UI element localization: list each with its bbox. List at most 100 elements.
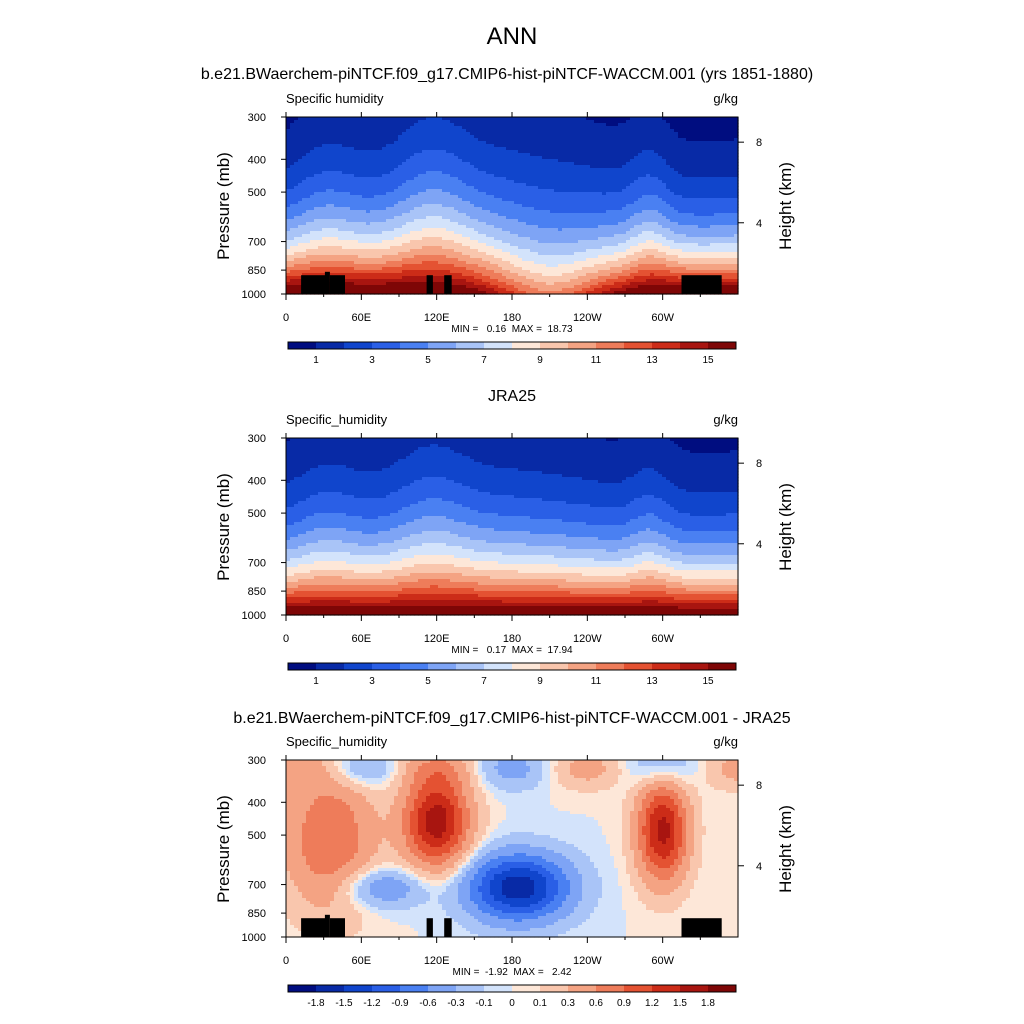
contour-cell xyxy=(458,174,463,178)
contour-cell xyxy=(566,156,571,160)
contour-cell xyxy=(458,171,463,175)
contour-cell xyxy=(358,120,363,124)
contour-cell xyxy=(374,135,379,139)
contour-cell xyxy=(518,147,523,151)
contour-cell xyxy=(418,156,423,160)
contour-cell xyxy=(586,174,591,178)
contour-cell xyxy=(622,129,627,133)
contour-cell xyxy=(566,117,571,121)
contour-cell xyxy=(614,138,619,142)
contour-cell xyxy=(718,129,723,133)
contour-cell xyxy=(382,153,387,157)
contour-cell xyxy=(450,165,455,169)
contour-cell xyxy=(542,159,547,163)
contour-cell xyxy=(682,171,687,175)
contour-cell xyxy=(350,135,355,139)
contour-cell xyxy=(410,123,415,127)
contour-cell xyxy=(562,147,567,151)
contour-cell xyxy=(646,120,651,124)
contour-cell xyxy=(298,150,303,154)
contour-cell xyxy=(494,144,499,148)
contour-cell xyxy=(350,144,355,148)
contour-cell xyxy=(294,168,299,172)
contour-cell xyxy=(502,144,507,148)
contour-cell xyxy=(634,123,639,127)
contour-cell xyxy=(422,159,427,163)
contour-cell xyxy=(598,147,603,151)
contour-cell xyxy=(302,135,307,139)
contour-cell xyxy=(330,171,335,175)
panel-title: b.e21.BWaerchem-piNTCF.f09_g17.CMIP6-his… xyxy=(201,66,813,83)
contour-cell xyxy=(330,159,335,163)
contour-cell xyxy=(322,117,327,121)
contour-cell xyxy=(586,165,591,169)
contour-cell xyxy=(510,162,515,166)
contour-cell xyxy=(458,135,463,139)
contour-cell xyxy=(450,129,455,133)
contour-cell xyxy=(310,144,315,148)
contour-cell xyxy=(342,159,347,163)
contour-cell xyxy=(550,171,555,175)
contour-cell xyxy=(318,138,323,142)
contour-cell xyxy=(330,132,335,136)
contour-cell xyxy=(462,138,467,142)
contour-cell xyxy=(370,144,375,148)
contour-cell xyxy=(366,123,371,127)
contour-cell xyxy=(602,141,607,145)
contour-cell xyxy=(414,162,419,166)
contour-cell xyxy=(426,153,431,157)
contour-cell xyxy=(610,165,615,169)
contour-cell xyxy=(682,126,687,130)
contour-cell xyxy=(610,153,615,157)
contour-cell xyxy=(714,120,719,124)
contour-cell xyxy=(662,135,667,139)
contour-cell xyxy=(446,126,451,130)
contour-cell xyxy=(338,117,343,121)
contour-cell xyxy=(550,120,555,124)
contour-cell xyxy=(678,165,683,169)
contour-cell xyxy=(366,126,371,130)
contour-cell xyxy=(346,150,351,154)
contour-cell xyxy=(510,132,515,136)
contour-cell xyxy=(714,165,719,169)
contour-cell xyxy=(654,144,659,148)
contour-cell xyxy=(378,120,383,124)
contour-cell xyxy=(418,120,423,124)
contour-cell xyxy=(322,153,327,157)
contour-cell xyxy=(402,123,407,127)
contour-cell xyxy=(330,153,335,157)
contour-cell xyxy=(482,156,487,160)
contour-cell xyxy=(478,129,483,133)
contour-cell xyxy=(522,165,527,169)
contour-cell xyxy=(438,150,443,154)
contour-cell xyxy=(422,141,427,145)
contour-cell xyxy=(614,144,619,148)
contour-cell xyxy=(702,138,707,142)
contour-cell xyxy=(650,159,655,163)
contour-cell xyxy=(418,141,423,145)
contour-cell xyxy=(726,126,731,130)
contour-cell xyxy=(598,162,603,166)
contour-cell xyxy=(430,153,435,157)
contour-cell xyxy=(646,144,651,148)
contour-cell xyxy=(338,168,343,172)
contour-cell xyxy=(502,153,507,157)
contour-cell xyxy=(286,171,291,175)
contour-cell xyxy=(446,138,451,142)
contour-cell xyxy=(542,165,547,169)
contour-cell xyxy=(510,174,515,178)
contour-cell xyxy=(454,138,459,142)
contour-cell xyxy=(674,144,679,148)
contour-cell xyxy=(294,141,299,145)
contour-cell xyxy=(702,129,707,133)
contour-cell xyxy=(722,129,727,133)
contour-cell xyxy=(530,174,535,178)
contour-cell xyxy=(662,171,667,175)
contour-cell xyxy=(482,159,487,163)
contour-cell xyxy=(558,144,563,148)
contour-cell xyxy=(534,132,539,136)
contour-cell xyxy=(462,132,467,136)
contour-cell xyxy=(514,132,519,136)
contour-cell xyxy=(450,138,455,142)
contour-cell xyxy=(406,162,411,166)
